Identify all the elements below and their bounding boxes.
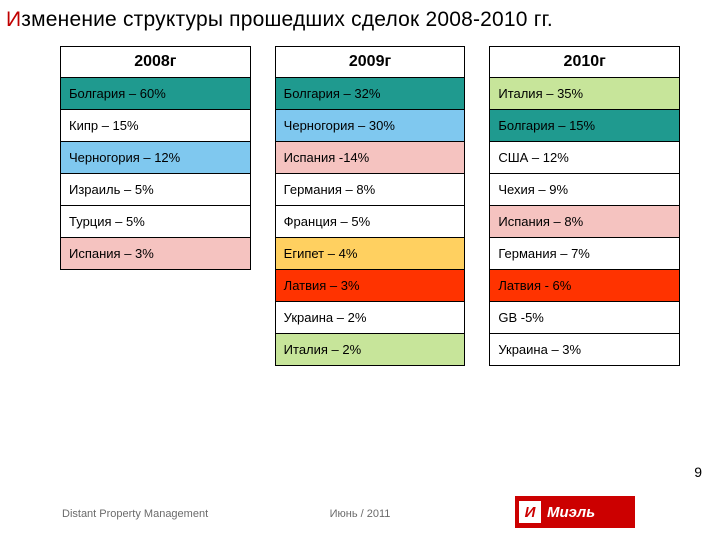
data-cell: Чехия – 9%	[490, 174, 679, 206]
data-cell: Испания -14%	[276, 142, 465, 174]
data-cell: Италия – 2%	[276, 334, 465, 365]
title-first-letter: И	[6, 8, 21, 31]
column-header: 2010г	[490, 47, 679, 78]
page-title: Изменение структуры прошедших сделок 200…	[0, 0, 720, 32]
title-rest: зменение структуры прошедших сделок 2008…	[21, 8, 553, 31]
data-cell: Болгария – 32%	[276, 78, 465, 110]
data-cell: Израиль – 5%	[61, 174, 250, 206]
data-cell: Германия – 8%	[276, 174, 465, 206]
columns-wrap: 2008гБолгария – 60%Кипр – 15%Черногория …	[0, 32, 720, 366]
year-column: 2010гИталия – 35%Болгария – 15%США – 12%…	[489, 46, 680, 366]
year-column: 2009гБолгария – 32%Черногория – 30%Испан…	[275, 46, 466, 366]
brand-logo-text: Миэль	[547, 504, 595, 521]
data-cell: Испания – 3%	[61, 238, 250, 269]
data-cell: Болгария – 60%	[61, 78, 250, 110]
page-number: 9	[694, 464, 702, 480]
data-cell: Италия – 35%	[490, 78, 679, 110]
data-cell: США – 12%	[490, 142, 679, 174]
data-cell: Кипр – 15%	[61, 110, 250, 142]
data-cell: Германия – 7%	[490, 238, 679, 270]
data-cell: Египет – 4%	[276, 238, 465, 270]
column-header: 2009г	[276, 47, 465, 78]
data-cell: Турция – 5%	[61, 206, 250, 238]
data-cell: Испания – 8%	[490, 206, 679, 238]
footer-center: Июнь / 2011	[330, 508, 391, 520]
data-cell: Латвия - 6%	[490, 270, 679, 302]
data-cell: GB -5%	[490, 302, 679, 334]
footer-left: Distant Property Management	[62, 508, 208, 520]
brand-logo-icon: И	[519, 501, 541, 523]
data-cell: Черногория – 30%	[276, 110, 465, 142]
data-cell: Франция – 5%	[276, 206, 465, 238]
data-cell: Латвия – 3%	[276, 270, 465, 302]
year-column: 2008гБолгария – 60%Кипр – 15%Черногория …	[60, 46, 251, 270]
data-cell: Украина – 3%	[490, 334, 679, 365]
data-cell: Болгария – 15%	[490, 110, 679, 142]
data-cell: Украина – 2%	[276, 302, 465, 334]
brand-logo: И Миэль	[515, 496, 635, 528]
column-header: 2008г	[61, 47, 250, 78]
data-cell: Черногория – 12%	[61, 142, 250, 174]
